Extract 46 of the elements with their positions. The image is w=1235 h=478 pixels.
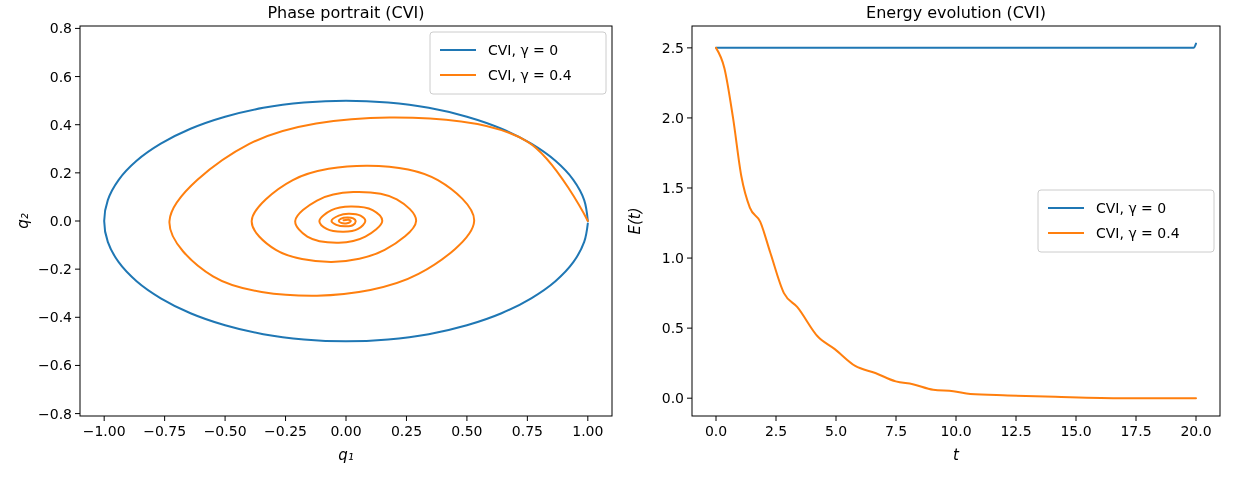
- x-tick-label: 15.0: [1060, 423, 1092, 439]
- x-tick-label: 10.0: [940, 423, 972, 439]
- y-tick-label: 0.0: [49, 213, 72, 229]
- x-tick-label: 0.0: [704, 423, 728, 439]
- y-tick-label: 1.0: [661, 250, 684, 267]
- x-tick-label: 0.25: [390, 423, 423, 439]
- line-series: [715, 46, 1197, 400]
- legend-label: CVI, γ = 0.4: [1096, 225, 1180, 241]
- line-series: [168, 116, 589, 297]
- x-tick-label: 20.0: [1180, 423, 1212, 439]
- x-tick-label: 0.75: [511, 423, 543, 439]
- legend-label: CVI, γ = 0: [488, 42, 559, 58]
- y-axis-title: E(t): [626, 207, 644, 235]
- x-tick-label: 17.5: [1120, 423, 1152, 439]
- y-tick-label: −0.6: [38, 357, 73, 374]
- x-axis-title: t: [953, 446, 961, 464]
- x-tick-label: 12.5: [1000, 423, 1032, 439]
- chart-title: Phase portrait (CVI): [267, 3, 425, 22]
- chart-title: Energy evolution (CVI): [866, 3, 1046, 22]
- x-tick-label: −0.50: [203, 423, 247, 439]
- y-tick-label: −0.8: [38, 405, 72, 422]
- y-tick-label: 0.4: [49, 116, 73, 133]
- y-tick-label: 0.0: [661, 390, 684, 407]
- x-tick-label: 0.00: [330, 423, 362, 439]
- y-tick-label: 0.8: [49, 20, 72, 37]
- x-tick-label: 0.50: [451, 423, 483, 439]
- x-tick-label: 2.5: [764, 423, 788, 439]
- x-tick-label: −1.00: [82, 423, 126, 439]
- legend-label: CVI, γ = 0.4: [488, 67, 572, 83]
- x-axis-title: q₁: [338, 446, 354, 464]
- x-tick-label: 7.5: [884, 423, 908, 439]
- y-tick-label: 0.5: [661, 320, 684, 337]
- x-tick-label: −0.75: [143, 423, 187, 439]
- y-tick-label: 2.5: [661, 39, 684, 56]
- y-tick-label: −0.2: [38, 261, 72, 278]
- y-tick-label: −0.4: [38, 309, 73, 326]
- y-tick-label: 2.0: [661, 109, 684, 126]
- x-tick-label: −0.25: [264, 423, 307, 439]
- x-tick-label: 1.00: [572, 423, 604, 439]
- y-tick-label: 0.2: [49, 164, 72, 181]
- y-tick-label: 0.6: [49, 68, 73, 85]
- x-tick-label: 5.0: [824, 423, 848, 439]
- line-series: [103, 99, 589, 343]
- legend-label: CVI, γ = 0: [1096, 200, 1167, 216]
- y-axis-title: q₂: [14, 213, 32, 229]
- y-tick-label: 1.5: [661, 180, 684, 196]
